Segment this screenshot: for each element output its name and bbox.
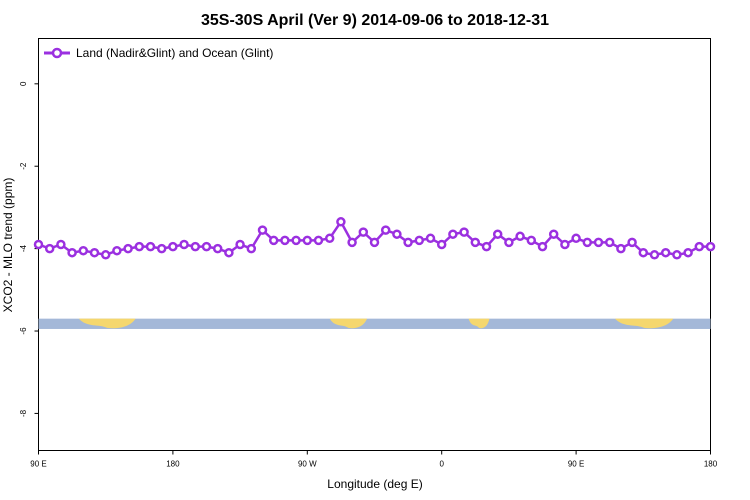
data-point — [571, 233, 581, 244]
data-point — [425, 233, 436, 244]
data-point — [324, 233, 335, 244]
data-point — [291, 235, 301, 246]
data-point — [481, 241, 492, 252]
chart-title: 35S-30S April (Ver 9) 2014-09-06 to 2018… — [201, 12, 549, 29]
legend: Land (Nadir&Glint) and Ocean (Glint) — [44, 46, 273, 60]
data-point — [336, 217, 346, 227]
data-point — [436, 239, 447, 250]
data-point — [280, 235, 290, 246]
data-point — [313, 235, 324, 246]
data-point — [112, 245, 122, 256]
y-tick-label: 0 — [19, 81, 28, 86]
data-point — [145, 241, 156, 252]
data-point — [638, 247, 649, 258]
land-segment — [614, 318, 674, 329]
data-point — [358, 227, 369, 237]
data-point — [694, 241, 705, 252]
data-point — [44, 243, 55, 254]
land-ocean-mask — [38, 318, 711, 329]
data-point — [369, 237, 380, 248]
data-point — [459, 227, 469, 237]
data-point — [537, 241, 548, 252]
data-point — [627, 237, 637, 248]
x-axis-ticks: 90 E 180 90 W 0 90 E 180 — [30, 450, 718, 469]
land-segment — [468, 318, 490, 329]
data-point — [100, 250, 111, 260]
data-point — [67, 247, 77, 258]
x-tick-label: 90 E — [30, 460, 46, 469]
x-axis-label: Longitude (deg E) — [327, 477, 422, 491]
data-point — [470, 237, 481, 248]
series-layer — [33, 217, 716, 260]
data-point — [179, 239, 189, 250]
y-tick-label: -8 — [19, 409, 28, 417]
data-point — [560, 239, 570, 250]
data-point — [604, 237, 615, 248]
data-point — [347, 237, 357, 248]
y-axis-ticks: 0 -2 -4 -6 -8 — [19, 81, 39, 417]
data-point — [492, 229, 503, 239]
data-point — [414, 235, 425, 246]
data-point — [246, 243, 257, 254]
data-point — [548, 229, 559, 239]
legend-label: Land (Nadir&Glint) and Ocean (Glint) — [76, 46, 273, 60]
ocean-band — [38, 318, 711, 329]
data-point — [705, 241, 716, 252]
y-axis-label: XCO2 - MLO trend (ppm) — [1, 178, 15, 313]
data-point — [660, 247, 671, 258]
land-segment — [329, 318, 368, 329]
y-tick-label: -6 — [19, 327, 28, 335]
data-point — [224, 247, 234, 258]
legend-marker — [51, 47, 63, 59]
x-tick-label: 0 — [439, 460, 444, 469]
data-point — [33, 239, 44, 250]
data-point — [268, 235, 279, 246]
data-point — [302, 235, 313, 246]
data-point — [134, 241, 145, 252]
land-segment — [78, 318, 136, 329]
data-point — [78, 245, 89, 256]
data-point — [257, 225, 268, 235]
data-point — [168, 241, 178, 252]
data-point — [403, 237, 413, 248]
data-point — [515, 231, 525, 242]
data-point — [593, 237, 604, 248]
x-tick-label: 180 — [166, 460, 180, 469]
x-tick-label: 90 E — [568, 460, 584, 469]
data-point — [649, 250, 660, 260]
x-tick-label: 180 — [704, 460, 718, 469]
data-point — [201, 241, 212, 252]
data-point — [156, 243, 167, 254]
data-point — [56, 239, 66, 250]
data-point — [672, 250, 682, 260]
y-tick-label: -2 — [19, 162, 28, 170]
data-point — [448, 229, 458, 239]
data-point — [212, 243, 223, 254]
data-point — [683, 247, 693, 258]
data-point — [526, 235, 537, 246]
data-point — [123, 243, 133, 254]
data-point — [190, 241, 201, 252]
data-point — [235, 239, 245, 250]
y-tick-label: -4 — [19, 245, 28, 253]
data-point — [392, 229, 402, 239]
data-point — [89, 247, 100, 258]
data-point — [582, 237, 593, 248]
x-tick-label: 90 W — [298, 460, 317, 469]
data-point — [380, 225, 391, 235]
data-point — [504, 237, 514, 248]
data-point — [616, 243, 626, 254]
